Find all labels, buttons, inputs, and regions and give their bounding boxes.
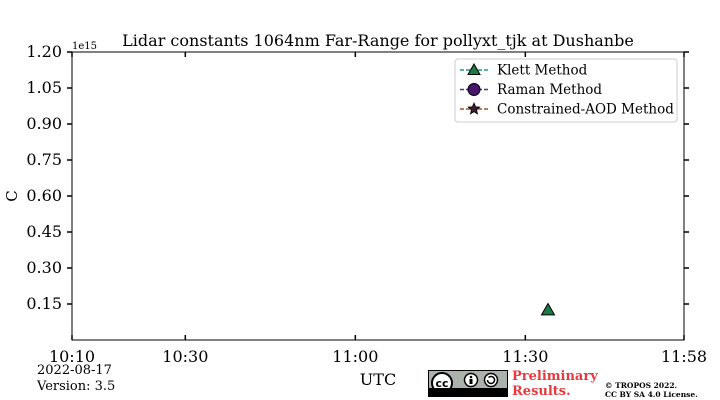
preliminary-results-label: Preliminary Results.: [512, 369, 598, 399]
legend-label: Klett Method: [497, 63, 588, 79]
y-tick-label: 1.05: [26, 78, 62, 97]
version-label: Version: 3.5: [37, 379, 116, 394]
x-tick-label: 11:58: [661, 347, 707, 366]
y-axis-offset-label: 1e15: [72, 41, 97, 52]
y-tick-label: 0.15: [26, 294, 62, 313]
legend-label: Constrained-AOD Method: [497, 102, 674, 118]
y-tick-label: 0.75: [26, 150, 62, 169]
x-tick-label: 11:00: [332, 347, 378, 366]
legend-marker-star: [467, 101, 481, 115]
chart-title: Lidar constants 1064nm Far-Range for pol…: [122, 31, 634, 50]
y-tick-label: 1.20: [26, 42, 62, 61]
x-tick-label: 11:30: [502, 347, 548, 366]
x-tick-label: 10:10: [49, 347, 95, 366]
legend-marker-circle: [467, 83, 481, 96]
legend-label: Raman Method: [497, 82, 602, 98]
legend: Klett Method Raman Method Constrained-AOD …: [454, 58, 678, 123]
y-axis-label: C: [3, 190, 21, 201]
cc-badge-text: cc: [435, 377, 448, 390]
legend-box: [454, 58, 678, 123]
x-axis-label: UTC: [360, 370, 396, 389]
y-tick-label: 0.45: [26, 222, 62, 241]
date-label: 2022-08-17: [37, 363, 112, 378]
preliminary-line-1: Preliminary: [512, 369, 598, 384]
legend-marker-triangle: [467, 62, 481, 75]
x-tick-label: 10:30: [162, 347, 208, 366]
preliminary-line-2: Results.: [512, 384, 571, 399]
y-tick-label: 0.90: [26, 114, 62, 133]
copyright-line-1: © TROPOS 2022.: [605, 381, 678, 390]
y-tick-label: 0.30: [26, 258, 62, 277]
data-point-triangle: [540, 302, 556, 316]
y-tick-label: 0.60: [26, 186, 62, 205]
cc-by-sa-icon: cc BY SA: [428, 370, 508, 397]
copyright-notice: © TROPOS 2022. CC BY SA 4.0 License.: [605, 381, 698, 399]
copyright-line-2: CC BY SA 4.0 License.: [605, 390, 698, 399]
